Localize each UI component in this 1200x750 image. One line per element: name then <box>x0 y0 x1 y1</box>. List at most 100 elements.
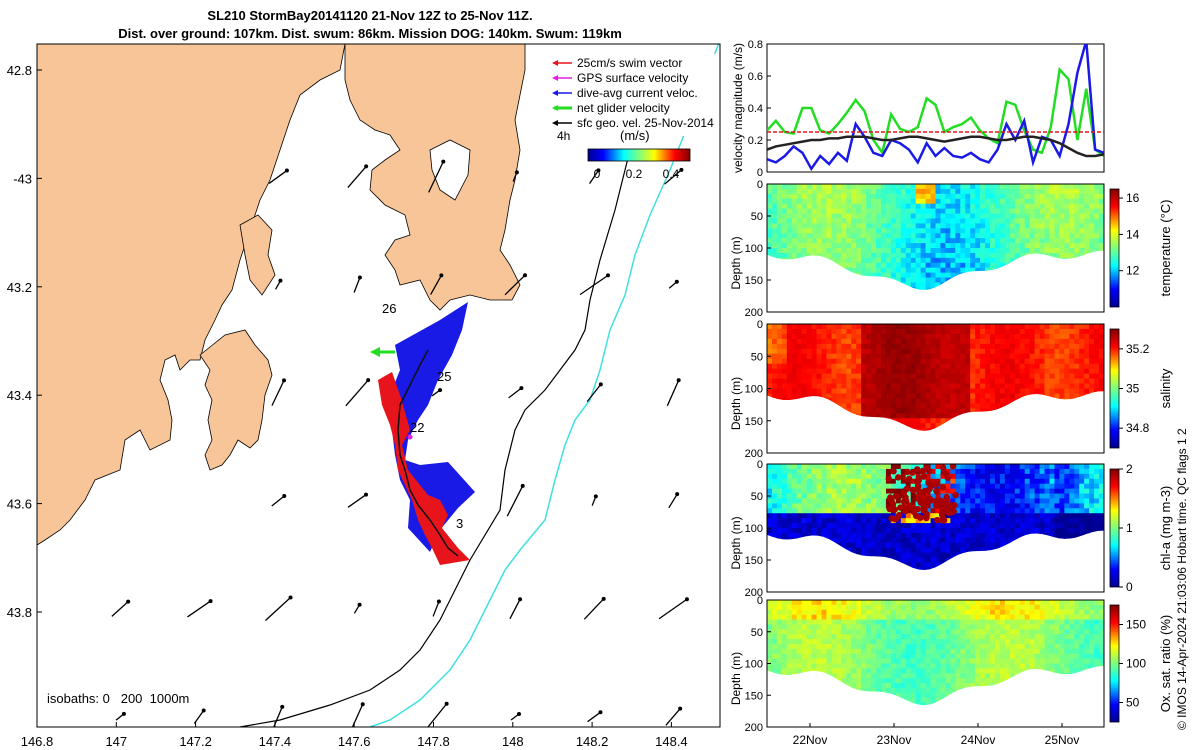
section-cell <box>945 383 951 390</box>
section-cell <box>826 343 833 350</box>
section-cell <box>1024 338 1031 345</box>
section-cell <box>1074 213 1080 220</box>
section-cell <box>866 493 872 500</box>
section-cell <box>871 252 877 259</box>
geo-vector <box>265 597 291 621</box>
section-cell <box>767 218 773 224</box>
section-cell <box>905 243 912 249</box>
section-cell <box>831 378 837 385</box>
section-cell <box>836 358 842 365</box>
section-cell <box>1079 324 1085 330</box>
section-cell <box>1089 383 1095 390</box>
section-cell <box>1064 393 1070 400</box>
section-cell <box>905 363 912 370</box>
section-cell <box>1054 228 1060 234</box>
section-cell <box>999 358 1006 365</box>
section-cell <box>846 233 852 239</box>
section-cell <box>1069 218 1075 224</box>
section-cell <box>1049 213 1056 220</box>
section-cell <box>999 378 1006 385</box>
section-cell <box>960 513 966 519</box>
section-cell <box>781 473 788 480</box>
section-cell <box>1024 353 1031 360</box>
section-cell <box>910 358 917 365</box>
section-cell <box>880 267 887 274</box>
section-cell <box>1094 324 1100 330</box>
section-cell <box>1069 228 1075 234</box>
section-cell <box>1009 208 1016 215</box>
section-cell <box>885 184 892 190</box>
section-cell <box>781 252 788 259</box>
section-cell <box>831 518 837 524</box>
section-cell <box>900 518 907 524</box>
section-cell <box>821 252 828 259</box>
section-cell <box>880 353 887 360</box>
geo-vector-head <box>357 275 362 280</box>
section-cell <box>801 464 808 470</box>
section-cell <box>1064 328 1070 335</box>
section-cell <box>776 388 783 395</box>
section-cell <box>767 333 773 340</box>
section-cell <box>786 464 793 470</box>
section-cell <box>965 408 971 414</box>
section-cell <box>935 493 942 500</box>
section-cell <box>851 238 857 244</box>
colorbar-unit: (m/s) <box>620 128 650 143</box>
section-cell <box>821 358 828 365</box>
section-cell <box>1024 248 1031 254</box>
section-cell <box>950 552 956 559</box>
section-cell <box>1089 243 1095 249</box>
section-cell <box>940 388 947 395</box>
section-cell <box>1074 184 1080 190</box>
section-cell <box>915 218 922 224</box>
section-cell <box>876 213 882 220</box>
section-cell <box>1074 328 1080 335</box>
section-cell <box>1069 338 1075 345</box>
section-cell <box>985 528 991 534</box>
section-cell <box>965 324 971 330</box>
section-cell <box>985 408 991 414</box>
section-cell <box>796 383 803 390</box>
section-cell <box>851 513 857 519</box>
section-cell <box>960 238 966 244</box>
section-cell <box>890 537 897 544</box>
section-cell <box>999 248 1006 254</box>
section-cell <box>821 378 828 385</box>
section-cell <box>796 388 803 395</box>
section-cell <box>836 373 842 380</box>
section-cell <box>806 388 813 395</box>
section-cell <box>1064 343 1070 350</box>
geo-vector-head <box>121 711 126 716</box>
section-cell <box>915 518 922 524</box>
section-cell <box>930 418 937 424</box>
section-cell <box>905 343 912 350</box>
geo-vector-head <box>606 273 611 278</box>
section-cell <box>1034 343 1041 350</box>
section-cell <box>1009 228 1016 234</box>
section-cell <box>885 547 892 554</box>
geo-vector <box>428 161 444 193</box>
net-glider-velocity-head <box>370 347 380 357</box>
section-cell <box>955 358 961 365</box>
section-cell <box>965 378 971 385</box>
section-cell <box>910 184 917 190</box>
section-cell <box>836 248 842 254</box>
section-cell <box>955 393 961 400</box>
map-x-tick-label: 147 <box>105 734 127 749</box>
section-cell <box>940 408 947 414</box>
section-cell <box>880 488 887 495</box>
section-cell <box>771 532 778 539</box>
section-cell <box>767 324 773 330</box>
section-cell <box>821 238 828 244</box>
section-cell <box>811 508 818 514</box>
map-y-tick-label: 43.6 <box>7 497 32 512</box>
section-cell <box>975 508 981 514</box>
section-cell <box>890 393 897 400</box>
section-cell <box>771 373 778 380</box>
section-cell <box>1089 338 1095 345</box>
section-cell <box>925 542 932 549</box>
section-cell <box>866 262 872 269</box>
section-cell <box>801 383 808 390</box>
section-cell <box>826 338 833 345</box>
section-cell <box>905 228 912 234</box>
